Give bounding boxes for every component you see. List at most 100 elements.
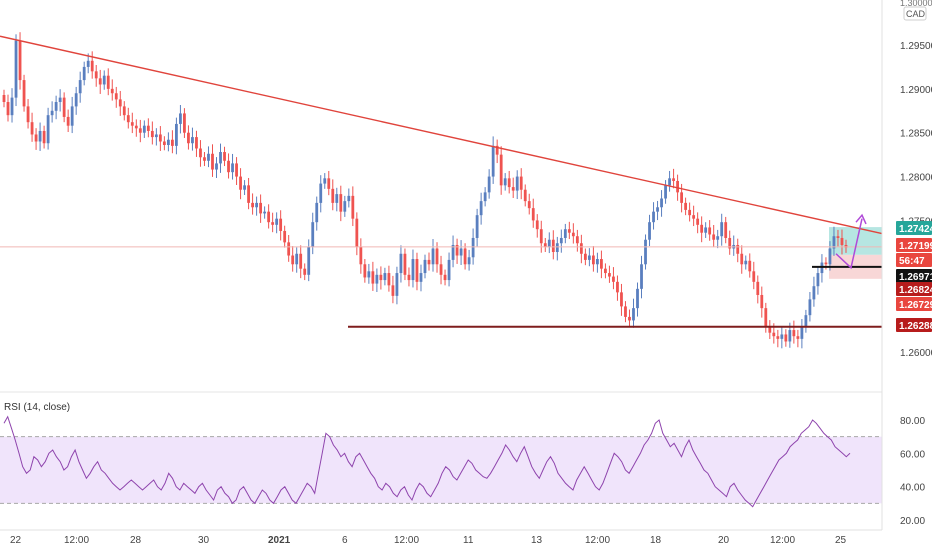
candle-body [2,94,6,103]
candle-body [50,110,54,116]
candle-body [22,80,26,107]
candle-body [696,218,700,225]
candle-body [840,237,844,245]
time-tick-label: 12:00 [394,535,419,546]
candle-body [451,244,455,260]
time-tick-label: 12:00 [585,535,610,546]
currency-badge [903,6,927,21]
candle-body [563,229,567,238]
candle-body [608,273,611,277]
candle-body [684,202,688,210]
candle-body [70,106,74,126]
candle-body [736,244,740,254]
candle-body [138,128,142,133]
candle-body [243,185,246,190]
candle-body [199,148,202,158]
candle-body [359,246,363,265]
candle-body [768,327,772,333]
candle-body [66,116,70,126]
candle-body [668,178,671,186]
candle-body [459,248,463,256]
candle-body [824,262,828,265]
candle-body [415,259,419,282]
rsi-band [0,436,882,504]
candle-body [555,243,559,253]
candle-body [363,264,367,278]
candle-body [776,336,780,339]
time-tick-label: 11 [463,535,474,546]
candle-body [455,244,459,256]
candle-body [632,308,635,321]
candle-body [660,198,663,208]
candle-body [275,218,279,225]
candle-body [371,271,375,284]
candle-body [740,253,744,265]
time-tick-label: 20 [718,535,730,546]
candle-body [503,178,507,186]
candle-body [571,232,575,237]
candle-body [18,40,22,81]
candle-body [86,60,90,67]
candle-body [688,209,692,216]
candle-body [399,253,403,274]
candle-body [255,202,258,208]
price-tick-label: 1.29500 [900,41,932,52]
candle-body [720,222,724,237]
candle-body [74,93,78,107]
candle-body [744,260,748,265]
candle-body [467,257,471,265]
candle-body [652,211,655,223]
candle-body [375,274,379,284]
candle-body [315,202,319,223]
candle-body [836,236,840,238]
candle-body [507,178,511,188]
candle-body [195,137,198,149]
candle-body [335,194,339,203]
candle-body [483,192,487,202]
descending-trendline [0,35,883,235]
candle-body [42,130,46,144]
currency-badge-label: CAD [906,9,926,19]
candle-body [227,160,230,173]
time-tick-label: 12:00 [64,535,89,546]
candle-body [118,99,122,107]
candle-body [559,237,563,244]
candle-body [207,153,210,161]
candle-body [772,332,776,337]
price-tag [896,318,932,332]
price-tag-label: 56:47 [899,256,925,267]
candle-body [700,224,704,233]
candle-body [319,183,323,203]
candle-body [579,243,583,254]
price-tag-label: 1.26824 [899,285,932,296]
candle-body [596,259,599,265]
drawn-lines-layer [0,35,883,328]
candle-body [387,273,391,286]
candle-body [383,273,387,281]
rsi-tick-label: 40.00 [900,483,925,494]
price-tag-label: 1.26729 [899,300,932,311]
candle-body [583,253,587,260]
candle-body [78,80,82,94]
candle-body [411,259,415,281]
candle-body [10,97,14,116]
candle-body [223,152,226,161]
candle-body [499,154,503,186]
candle-body [676,180,679,193]
candle-body [279,218,283,231]
candle-body [640,264,643,289]
candle-body [291,255,295,265]
candle-body [519,176,523,190]
time-tick-label: 12:00 [770,535,795,546]
time-tick-label: 2021 [268,535,291,546]
candle-body [339,194,343,212]
candle-body [680,192,684,203]
candle-body [183,113,186,133]
candle-body [800,327,804,339]
price-tick-label: 1.28000 [900,173,932,184]
price-tags-layer: 1.27424 1.27199 56:47 1.26971 1.26824 1.26729… [896,221,932,332]
candle-body [748,260,752,272]
rsi-tick-label: 20.00 [900,516,925,527]
rsi-layer: RSI (14, close) [0,402,882,508]
candle-body [303,268,307,275]
